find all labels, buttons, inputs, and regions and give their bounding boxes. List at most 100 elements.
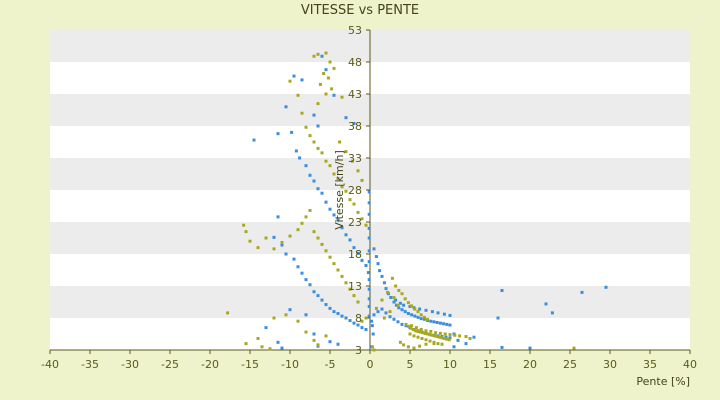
data-point — [396, 303, 400, 307]
data-point — [312, 113, 316, 117]
data-point — [316, 187, 320, 191]
data-point — [580, 290, 584, 294]
data-point — [438, 335, 442, 339]
data-point — [320, 151, 324, 155]
y-tick-label: 48 — [348, 56, 362, 69]
data-point — [367, 249, 371, 253]
data-point — [403, 297, 407, 301]
data-point — [272, 316, 276, 320]
data-point — [318, 82, 322, 86]
data-point — [572, 346, 576, 350]
data-point — [320, 298, 324, 302]
data-point — [472, 335, 476, 339]
data-point — [380, 307, 384, 311]
data-point — [392, 300, 396, 304]
data-point — [396, 320, 400, 324]
data-point — [360, 217, 364, 221]
data-point — [332, 93, 336, 97]
data-point — [436, 311, 440, 315]
data-point — [432, 342, 436, 346]
data-point — [276, 340, 280, 344]
data-point — [418, 330, 422, 334]
data-point — [292, 74, 296, 78]
data-point — [356, 323, 360, 327]
data-point — [344, 116, 348, 120]
data-point — [414, 326, 418, 330]
data-point — [316, 146, 320, 150]
data-point — [406, 301, 410, 305]
data-point — [296, 265, 300, 269]
data-point — [330, 87, 334, 91]
data-point — [429, 329, 433, 333]
data-point — [370, 319, 374, 323]
data-point — [324, 51, 328, 55]
data-point — [356, 300, 360, 304]
data-point — [304, 125, 308, 129]
data-point — [312, 332, 316, 336]
data-point — [400, 292, 404, 296]
data-point — [371, 332, 375, 336]
x-tick-label: 10 — [443, 358, 457, 371]
y-axis — [366, 29, 371, 351]
data-point — [308, 283, 312, 287]
data-point — [248, 239, 252, 243]
data-point — [340, 185, 344, 189]
data-point — [367, 314, 371, 318]
data-point — [404, 322, 408, 326]
x-tick-labels: -40 -35 -30 -25 -20 -15 -10 -5 0 5 10 15 20 25 30 35 40 — [41, 358, 697, 371]
data-point — [348, 287, 352, 291]
data-point — [316, 294, 320, 298]
data-point — [550, 311, 554, 315]
data-point — [456, 338, 460, 342]
data-point — [398, 340, 402, 344]
data-point — [452, 345, 456, 349]
data-point — [264, 236, 268, 240]
y-tick-label: 33 — [348, 152, 362, 165]
data-point — [260, 345, 264, 349]
data-point — [304, 313, 308, 317]
data-point — [316, 102, 320, 106]
data-point — [440, 342, 444, 346]
data-point — [408, 304, 412, 308]
x-tick-label: -5 — [325, 358, 336, 371]
data-point — [400, 322, 404, 326]
data-point — [328, 164, 332, 168]
x-tick-label: -20 — [201, 358, 219, 371]
data-point — [430, 333, 434, 337]
data-point — [384, 287, 388, 291]
x-tick-label: 15 — [483, 358, 497, 371]
data-point — [308, 173, 312, 177]
data-point — [428, 333, 432, 337]
data-point — [390, 276, 394, 280]
data-point — [424, 338, 428, 342]
data-point — [419, 328, 423, 332]
data-point — [372, 313, 376, 317]
data-point — [312, 54, 316, 58]
x-tick-label: 25 — [563, 358, 577, 371]
data-point — [356, 169, 360, 173]
data-point — [360, 319, 364, 323]
data-point — [420, 336, 424, 340]
data-point — [252, 138, 256, 142]
data-point — [360, 178, 364, 182]
data-point — [290, 130, 294, 134]
data-point — [370, 345, 374, 349]
data-point — [336, 176, 340, 180]
data-point — [350, 159, 354, 163]
data-point — [422, 317, 426, 321]
data-point — [242, 223, 246, 227]
x-tick-label: -25 — [161, 358, 179, 371]
data-point — [324, 334, 328, 338]
data-point — [410, 324, 414, 328]
data-point — [434, 331, 438, 335]
data-point — [447, 338, 451, 342]
data-point — [374, 306, 378, 310]
data-point — [444, 335, 448, 339]
data-point — [419, 313, 423, 317]
data-point — [435, 320, 439, 324]
data-point — [328, 207, 332, 211]
data-point — [326, 76, 330, 80]
y-tick-label: 3 — [355, 344, 362, 357]
data-point — [416, 315, 420, 319]
